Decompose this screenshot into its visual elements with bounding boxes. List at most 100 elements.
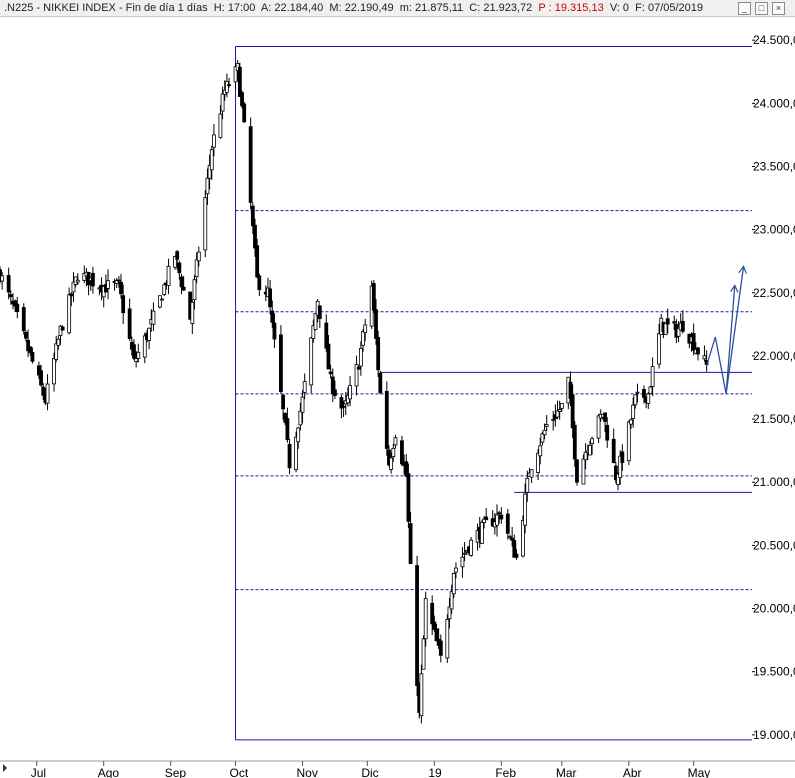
close-button[interactable]: ×	[772, 2, 785, 15]
candle	[15, 296, 20, 319]
candle	[196, 246, 201, 267]
candle	[121, 284, 126, 324]
candle-body	[620, 451, 625, 464]
candle-body	[374, 309, 378, 339]
candle-body	[691, 333, 696, 351]
x-tick-label: 19	[428, 766, 442, 778]
candle-body	[240, 92, 244, 107]
symbol: .N225	[4, 2, 34, 14]
candle-body	[82, 272, 87, 281]
time-label: H:	[213, 2, 225, 14]
candle-body	[391, 448, 396, 458]
candle	[469, 537, 473, 557]
candle-body	[116, 279, 121, 282]
close-value: 21.923,72	[483, 2, 533, 14]
candle	[642, 385, 646, 404]
candle	[134, 351, 139, 368]
candle	[194, 252, 199, 284]
candle-body	[696, 347, 700, 355]
candle-body	[650, 366, 655, 387]
candle-body	[575, 459, 579, 483]
candle	[374, 299, 378, 345]
candle-body	[192, 279, 197, 301]
candle	[192, 274, 197, 310]
candle	[257, 273, 262, 297]
candle-body	[60, 326, 65, 331]
scroll-left-arrow-icon[interactable]	[3, 764, 7, 772]
candle	[484, 508, 489, 521]
candle	[158, 295, 162, 309]
candle-body	[218, 113, 223, 138]
candle-body	[248, 126, 253, 203]
candle	[691, 323, 696, 356]
candle-body	[136, 351, 141, 359]
candle	[529, 469, 534, 484]
candle	[421, 635, 426, 670]
candle	[69, 292, 74, 307]
projection-arrow-1	[725, 268, 743, 394]
candle	[339, 394, 344, 419]
candle-body	[544, 424, 549, 427]
candle	[166, 258, 171, 295]
candle	[646, 392, 651, 410]
candle	[209, 145, 214, 180]
candle-body	[194, 259, 199, 278]
candle	[326, 335, 331, 370]
candle	[575, 458, 579, 486]
candle-body	[572, 424, 577, 460]
candle	[242, 101, 247, 124]
candle	[449, 584, 454, 614]
x-tick-label: May	[688, 766, 711, 778]
candle-body	[162, 284, 167, 296]
candle	[45, 374, 50, 411]
candle	[218, 104, 223, 139]
candle-body	[119, 281, 123, 295]
candle-body	[408, 523, 413, 564]
candle	[21, 303, 26, 335]
candle-body	[512, 540, 517, 558]
candle-body	[294, 436, 298, 471]
candle	[106, 269, 110, 300]
candle-body	[376, 336, 381, 371]
candle-body	[430, 602, 435, 625]
candle	[447, 598, 452, 629]
candle	[542, 423, 547, 440]
candle	[540, 431, 545, 446]
candle	[521, 515, 525, 558]
candle-body	[583, 451, 588, 461]
candle	[423, 591, 428, 647]
candle-body	[283, 412, 288, 423]
candle	[181, 275, 186, 291]
candle-body	[611, 438, 616, 464]
candle-body	[387, 449, 391, 466]
candle	[510, 526, 515, 547]
minimize-button[interactable]: _	[738, 2, 751, 15]
candle-body	[91, 272, 95, 287]
candle-body	[648, 386, 653, 395]
candle-body	[447, 606, 452, 620]
candle-body	[384, 390, 389, 449]
x-tick-label: Feb	[495, 766, 516, 778]
candle	[572, 421, 577, 467]
low-value: 21.875,11	[415, 2, 464, 14]
candle	[114, 277, 119, 289]
candle-body	[26, 339, 30, 352]
candle	[499, 507, 504, 524]
candle-body	[629, 419, 633, 425]
candle-body	[559, 403, 564, 409]
x-tick-label: Nov	[297, 766, 318, 778]
candle-body	[642, 388, 646, 398]
restore-button[interactable]: □	[755, 2, 768, 15]
candle-body	[237, 66, 242, 97]
candle-body	[127, 308, 132, 339]
candle-body	[173, 256, 177, 268]
x-tick-label: Jul	[31, 766, 46, 778]
candle-body	[400, 440, 404, 465]
candle-body	[309, 337, 314, 386]
candle	[544, 414, 549, 432]
candle	[378, 370, 383, 395]
candle	[311, 319, 316, 343]
candle-body	[233, 66, 238, 83]
chart-title-bar: .N225 - NIKKEI INDEX - Fin de día 1 días…	[0, 0, 795, 17]
candle-body	[702, 355, 707, 360]
